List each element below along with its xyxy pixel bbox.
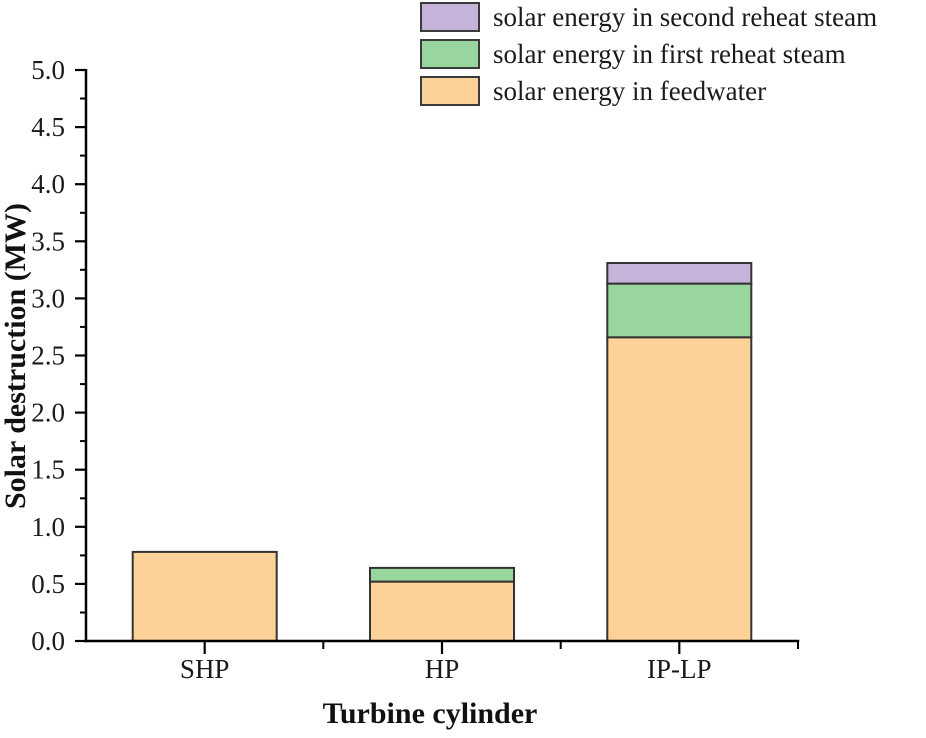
legend-label-first-reheat-steam: solar energy in first reheat steam: [493, 38, 846, 69]
x-axis-title: Turbine cylinder: [323, 697, 538, 730]
y-tick-label: 2.5: [31, 341, 65, 371]
y-tick-label: 4.5: [31, 112, 65, 142]
y-tick-label: 4.0: [31, 169, 65, 199]
bars-layer: [131, 262, 753, 643]
bar-segment-IP-LP-series2: [606, 262, 753, 285]
legend-item-feedwater: solar energy in feedwater: [420, 76, 877, 106]
y-tick-label: 3.5: [31, 226, 65, 256]
bar-segment-IP-LP-series0: [606, 336, 753, 642]
x-tick-label: HP: [425, 654, 460, 684]
legend-swatch-second-reheat-steam: [420, 2, 480, 32]
y-tick-label: 2.0: [31, 398, 65, 428]
y-tick-label: 0.0: [31, 626, 65, 656]
y-tick-label: 3.0: [31, 283, 65, 313]
legend-item-first-reheat-steam: solar energy in first reheat steam: [420, 39, 877, 69]
bar-segment-SHP-series0: [131, 550, 278, 643]
y-axis-title: Solar destruction (MW): [0, 203, 32, 509]
bar-segment-HP-series0: [369, 580, 515, 642]
x-tick-label: IP-LP: [647, 654, 712, 684]
bar-segment-HP-series1: [369, 566, 515, 583]
legend-swatch-feedwater: [420, 76, 480, 106]
legend-label-feedwater: solar energy in feedwater: [493, 75, 767, 106]
chart-legend: solar energy in second reheat steam sola…: [420, 2, 877, 106]
y-tick-label: 1.0: [31, 512, 65, 542]
bar-segment-IP-LP-series1: [606, 282, 753, 339]
axes-layer: 0.0 0.5 1.0 1.5 2.0 2.5 3.0 3.5 4.0 4.5 5.0 SHP HP IP…: [31, 55, 800, 684]
legend-swatch-first-reheat-steam: [420, 39, 480, 69]
y-tick-label: 1.5: [31, 455, 65, 485]
legend-item-second-reheat-steam: solar energy in second reheat steam: [420, 2, 877, 32]
y-tick-label: 5.0: [31, 55, 65, 85]
y-tick-label: 0.5: [31, 569, 65, 599]
x-tick-label: SHP: [180, 654, 230, 684]
legend-label-second-reheat-steam: solar energy in second reheat steam: [493, 1, 878, 32]
